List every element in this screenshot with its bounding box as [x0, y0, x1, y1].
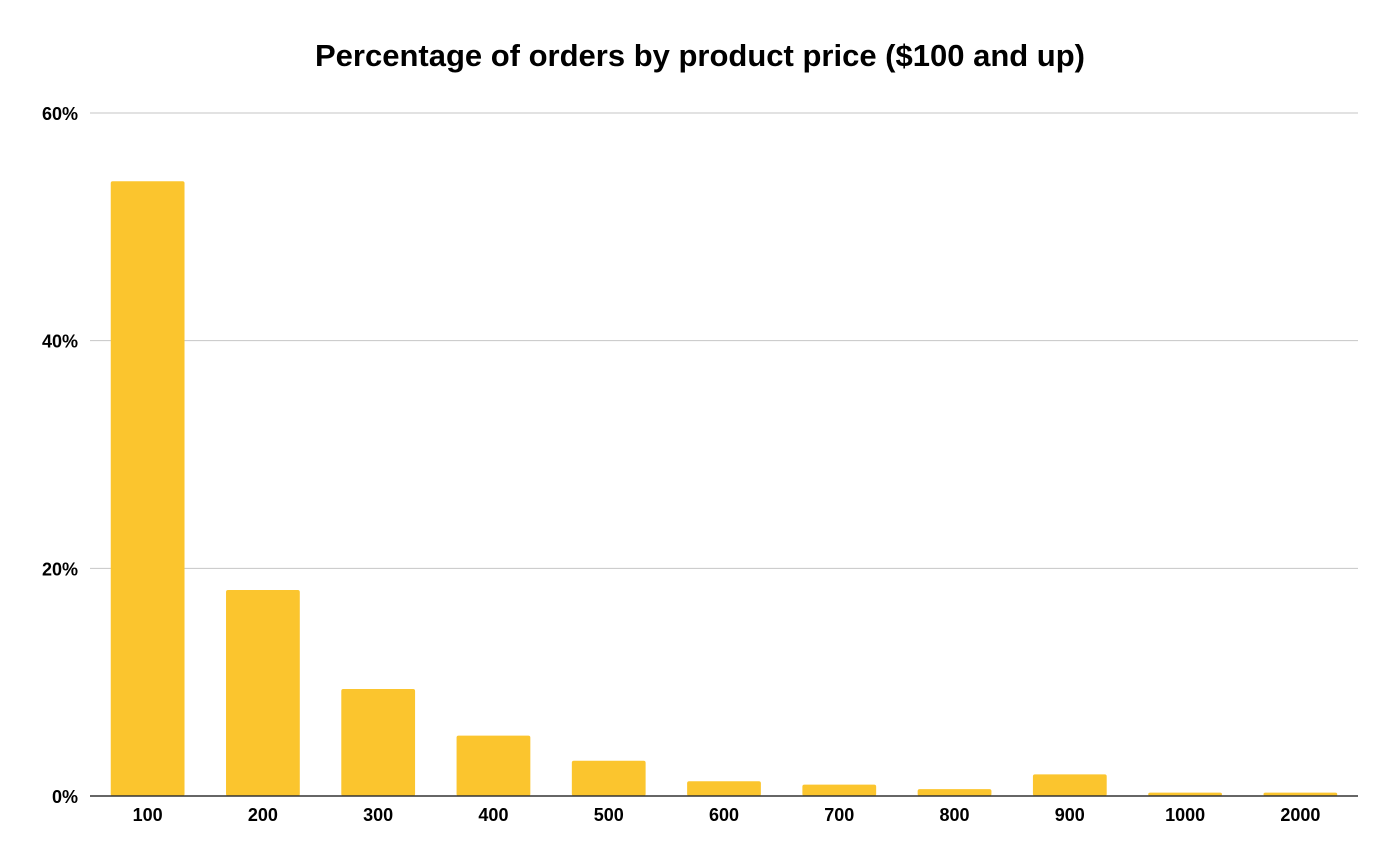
y-tick-label: 20% [42, 559, 78, 579]
y-tick-label: 0% [52, 787, 78, 807]
x-tick-label: 1000 [1165, 805, 1205, 825]
x-tick-label: 700 [824, 805, 854, 825]
bar [802, 784, 877, 796]
bar [1032, 774, 1107, 796]
bar [1148, 792, 1222, 796]
x-tick-label: 800 [940, 805, 970, 825]
y-tick-label: 40% [42, 332, 78, 352]
bar [1263, 792, 1338, 796]
bar [341, 688, 416, 796]
bar [571, 760, 646, 796]
y-tick-label: 60% [42, 104, 78, 124]
bar [687, 781, 761, 796]
x-tick-label: 300 [363, 805, 393, 825]
chart-title: Percentage of orders by product price ($… [314, 38, 1086, 73]
bar [456, 735, 531, 796]
x-tick-label: 500 [594, 805, 624, 825]
x-tick-label: 900 [1055, 805, 1085, 825]
x-tick-label: 2000 [1280, 805, 1320, 825]
bar [917, 789, 992, 796]
x-tick-label: 100 [133, 805, 163, 825]
x-tick-label: 600 [709, 805, 739, 825]
x-tick-label: 400 [478, 805, 508, 825]
x-tick-label: 200 [248, 805, 278, 825]
bar [226, 589, 300, 796]
bar [110, 181, 185, 797]
